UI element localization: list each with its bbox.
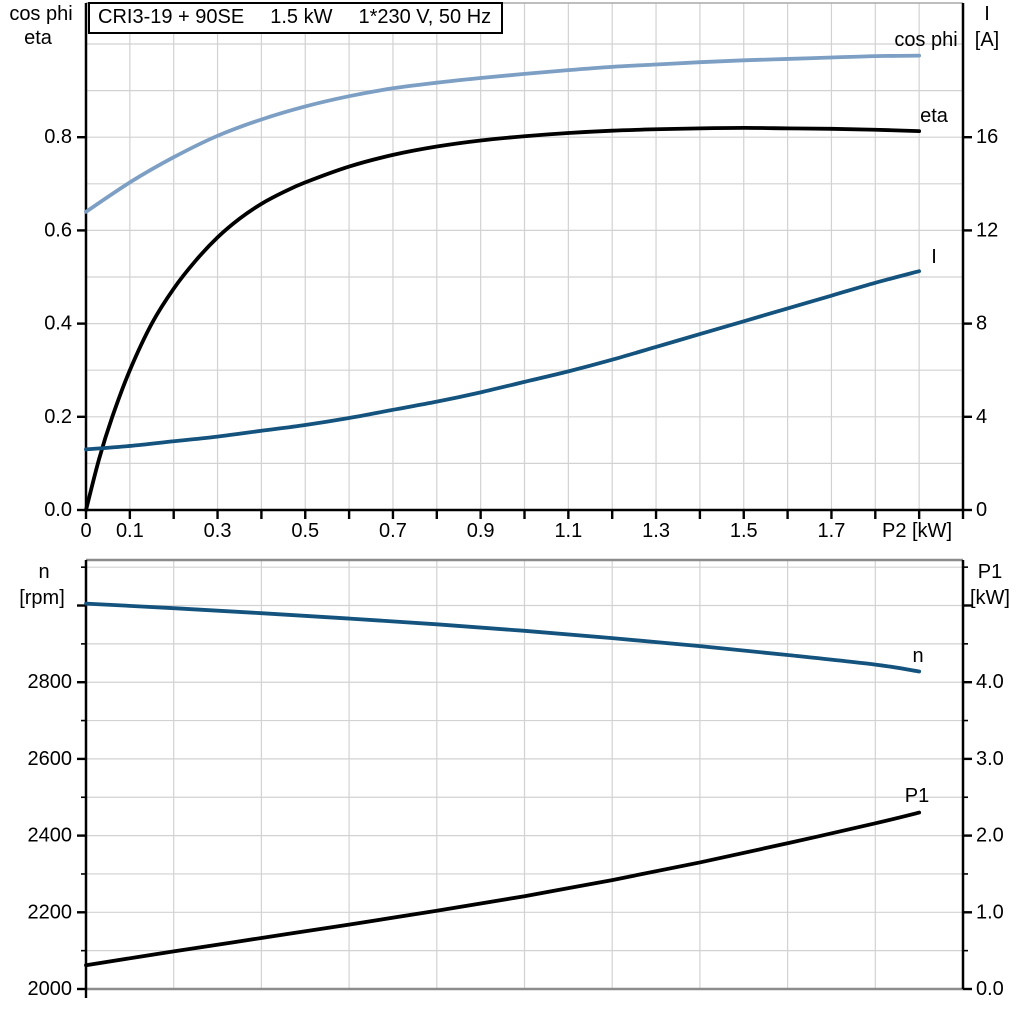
- right-axis-title: [kW]: [970, 587, 1010, 609]
- cos-phi-curve: [84, 53, 922, 214]
- left-axis-title: [rpm]: [19, 587, 65, 609]
- i-curve: [84, 269, 922, 452]
- left-axis-title: n: [38, 561, 49, 583]
- left-tick-label: 0.2: [44, 406, 72, 428]
- right-tick-label: 1.0: [976, 901, 1004, 923]
- n-curve: [84, 601, 922, 674]
- left-tick-label: 0.6: [44, 219, 72, 241]
- p1-curve: [84, 810, 922, 968]
- left-tick-label: 2200: [28, 901, 73, 923]
- chart-title-box: CRI3-19 + 90SE 1.5 kW 1*230 V, 50 Hz: [88, 2, 504, 34]
- x-tick-label: 0.7: [379, 520, 407, 542]
- right-tick-label: 0: [976, 499, 987, 521]
- left-tick-label: 2400: [28, 825, 73, 847]
- left-axis-title: eta: [24, 27, 53, 49]
- right-tick-label: 4.0: [976, 671, 1004, 693]
- n-curve-label: n: [912, 645, 923, 667]
- right-axis-title: I: [984, 3, 990, 25]
- x-tick-label: 0.3: [204, 520, 232, 542]
- left-tick-label: 0.4: [44, 313, 72, 335]
- p1-curve-label: P1: [905, 785, 929, 807]
- right-tick-label: 16: [976, 126, 998, 148]
- right-tick-label: 12: [976, 219, 998, 241]
- right-tick-label: 0.0: [976, 978, 1004, 1000]
- cos-phi-curve-label: cos phi: [894, 29, 957, 51]
- left-tick-label: 0.8: [44, 126, 72, 148]
- x-tick-label: 0.9: [467, 520, 495, 542]
- eta-curve-label: eta: [920, 105, 949, 127]
- x-tick-label: 1.5: [730, 520, 758, 542]
- right-axis-title: [A]: [975, 29, 999, 51]
- right-tick-label: 8: [976, 313, 987, 335]
- right-tick-label: 3.0: [976, 748, 1004, 770]
- x-tick-label: 1.3: [642, 520, 670, 542]
- x-tick-label: 1.1: [554, 520, 582, 542]
- voltage-frequency-label: 1*230 V, 50 Hz: [358, 5, 492, 28]
- left-tick-label: 0.0: [44, 499, 72, 521]
- eta-curve: [84, 125, 922, 512]
- left-tick-label: 2600: [28, 748, 73, 770]
- right-tick-label: 2.0: [976, 825, 1004, 847]
- left-tick-label: 2000: [28, 978, 73, 1000]
- right-tick-label: 4: [976, 406, 987, 428]
- left-tick-label: 2800: [28, 671, 73, 693]
- x-tick-label: 0.5: [291, 520, 319, 542]
- pump-model-label: CRI3-19 + 90SE: [98, 5, 245, 28]
- i-curve-label: I: [931, 246, 937, 268]
- x-tick-label: 0.1: [116, 520, 144, 542]
- rated-power-label: 1.5 kW: [270, 5, 333, 28]
- x-tick-label: 1.7: [818, 520, 846, 542]
- right-axis-title: P1: [978, 561, 1002, 583]
- x-tick-label: 0: [80, 520, 91, 542]
- x-axis-unit-label: P2 [kW]: [882, 520, 952, 542]
- left-axis-title: cos phi: [9, 3, 72, 25]
